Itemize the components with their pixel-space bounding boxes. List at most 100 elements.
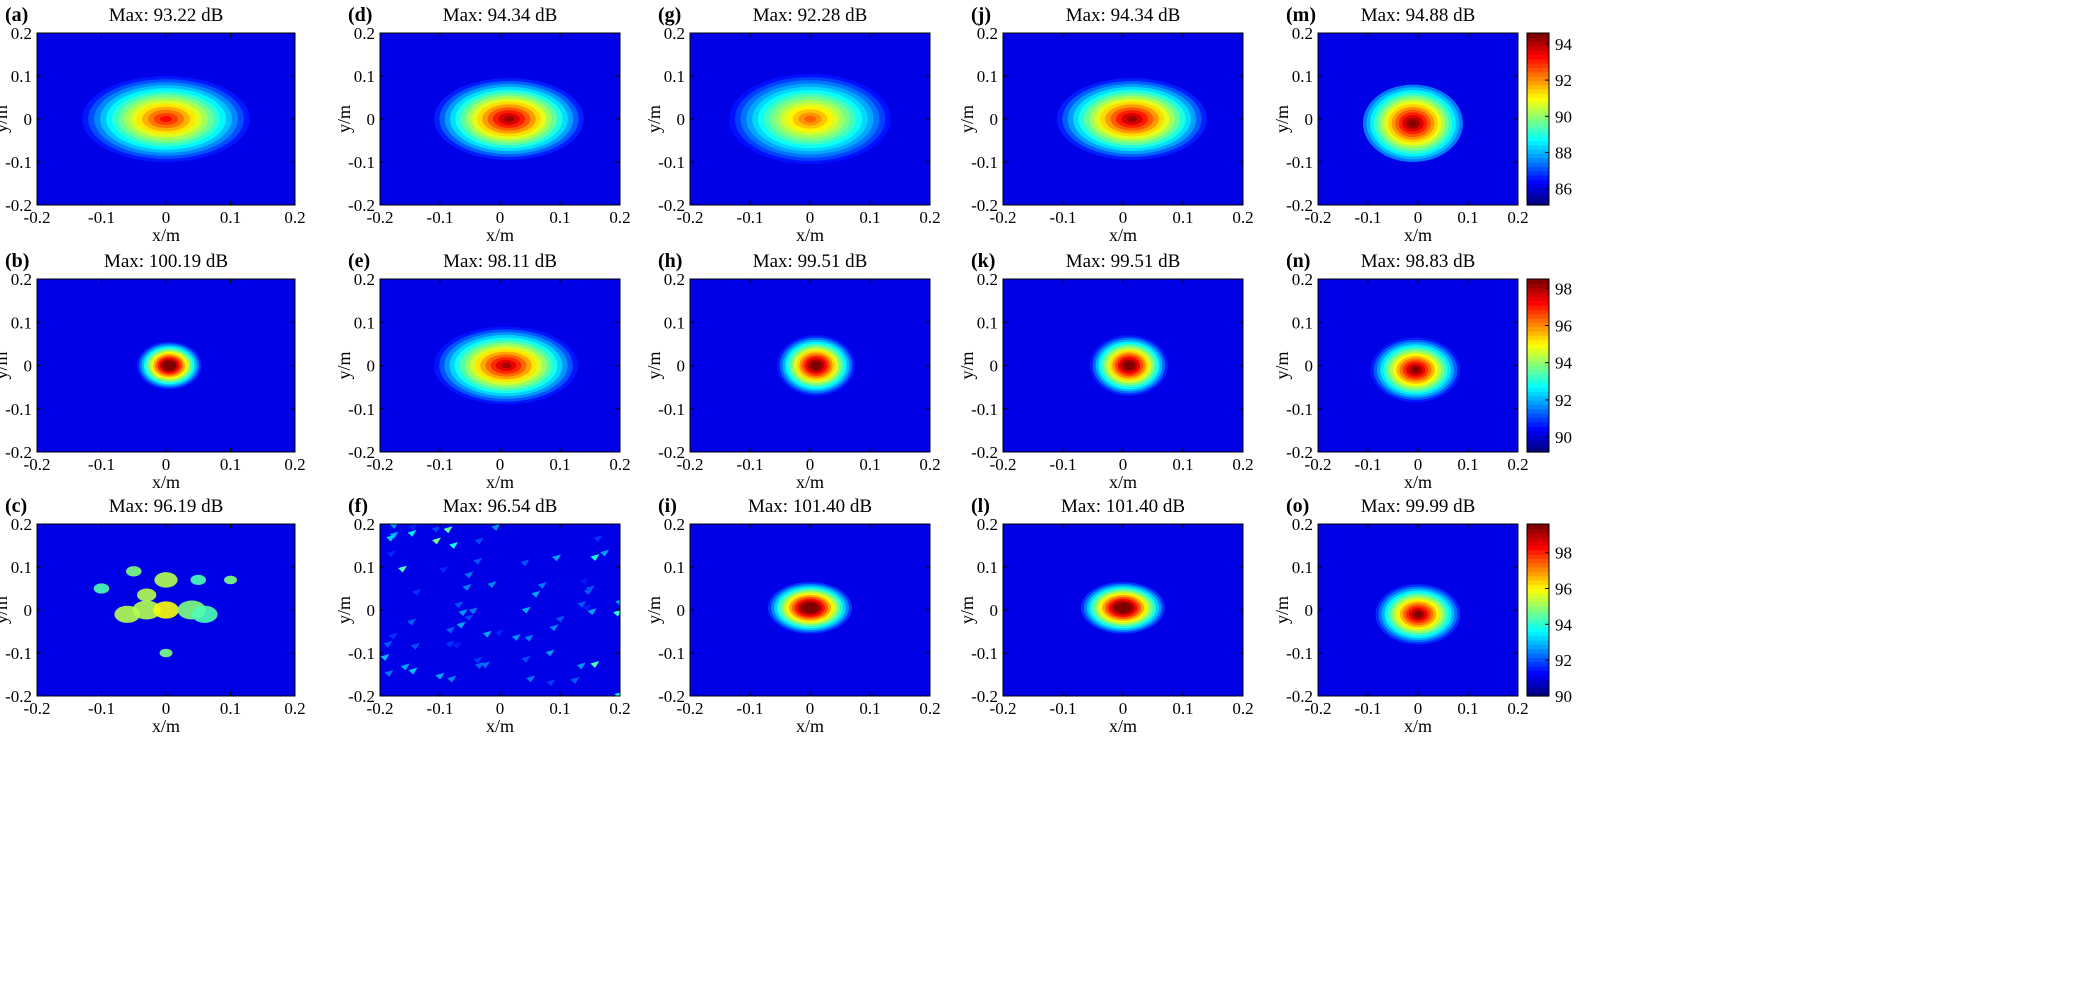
colorbar-segment: [1527, 54, 1549, 60]
colorbar-segment: [1527, 300, 1549, 306]
scatter-spot: [537, 582, 547, 589]
colorbar-segment: [1527, 157, 1549, 163]
panel-d: -0.2 -0.1 0 0.1 0.2 -0.2 -0.1 0 0.1 0.2 x/m y/m Max:…: [334, 4, 631, 245]
x-axis-label: x/m: [1404, 225, 1432, 245]
contour-level: [804, 115, 816, 123]
panel-letter: (b): [5, 250, 29, 272]
colorbar-segment: [1527, 84, 1549, 90]
scatter-spot: [520, 559, 530, 567]
scatter-spot: [480, 661, 490, 669]
x-tick-label: -0.1: [88, 455, 115, 474]
colorbar-segment: [1527, 80, 1549, 86]
colorbar-segment: [1527, 330, 1549, 336]
y-tick-label: -0.1: [1286, 153, 1313, 172]
y-tick-label: 0.2: [11, 515, 32, 534]
y-tick-label: 0.2: [1292, 515, 1313, 534]
x-tick-label: 0.2: [609, 455, 630, 474]
colorbar-segment: [1527, 352, 1549, 358]
y-axis-label: y/m: [334, 596, 354, 624]
y-axis-label: y/m: [644, 105, 664, 133]
x-tick-label: 0: [1119, 699, 1128, 718]
scatter-spot: [526, 675, 536, 683]
colorbar-frame: [1526, 278, 1550, 453]
x-tick-label: -0.2: [24, 699, 51, 718]
colorbar-segment: [1527, 592, 1549, 598]
scatter-spot: [464, 571, 474, 579]
x-tick-label: -0.1: [737, 699, 764, 718]
colorbar-segment: [1527, 691, 1549, 697]
colorbar-segment: [1527, 127, 1549, 133]
x-axis-label: x/m: [152, 472, 180, 492]
contour-level: [1126, 116, 1138, 122]
y-tick-label: 0.2: [664, 270, 685, 289]
scatter-spot: [494, 629, 504, 637]
contour-level: [1120, 606, 1126, 610]
scatter-spot: [454, 601, 464, 609]
colorbar-segment: [1527, 439, 1549, 444]
x-tick-label: -0.2: [24, 208, 51, 227]
speckle-spot: [153, 601, 179, 619]
panel-letter: (g): [658, 4, 681, 26]
x-tick-label: 0.1: [859, 208, 880, 227]
colorbar-tick-label: 92: [1555, 71, 1572, 90]
colorbar-segment: [1527, 106, 1549, 111]
x-tick-label: 0: [1414, 455, 1423, 474]
x-axis-label: x/m: [1109, 716, 1137, 736]
x-tick-label: -0.1: [1355, 699, 1382, 718]
scatter-spot: [398, 565, 408, 573]
x-tick-label: 0: [806, 699, 815, 718]
colorbar-segment: [1527, 339, 1549, 345]
colorbar-tick-label: 86: [1555, 180, 1572, 199]
colorbar-segment: [1527, 382, 1549, 388]
y-tick-label: 0.2: [11, 24, 32, 43]
x-tick-label: 0: [162, 455, 171, 474]
colorbar-segment: [1527, 343, 1549, 349]
x-tick-label: -0.2: [990, 455, 1017, 474]
colorbar-segment: [1527, 335, 1549, 341]
panel-letter: (k): [971, 250, 995, 272]
colorbar-segment: [1527, 661, 1549, 667]
panel-k: -0.2 -0.1 0 0.1 0.2 -0.2 -0.1 0 0.1 0.2 x/m y/m Max:…: [957, 250, 1254, 492]
colorbar-tick-label: 90: [1555, 687, 1572, 706]
x-tick-label: 0.1: [1172, 455, 1193, 474]
x-tick-label: 0.2: [919, 699, 940, 718]
colorbar-segment: [1527, 187, 1549, 193]
heatmap-field: [1003, 33, 1243, 205]
colorbar-segment: [1527, 404, 1549, 410]
y-tick-label: 0.2: [1292, 270, 1313, 289]
heatmap-field: [1003, 279, 1243, 452]
colorbar-segment: [1527, 635, 1549, 641]
colorbar-segment: [1527, 421, 1549, 427]
colorbar-segment: [1527, 614, 1549, 620]
x-tick-label: -0.1: [1050, 699, 1077, 718]
scatter-spot: [555, 615, 565, 623]
colorbar-segment: [1527, 678, 1549, 684]
scatter-spot: [445, 640, 455, 648]
panel-letter: (m): [1286, 4, 1316, 26]
scatter-spot: [464, 614, 474, 622]
x-tick-label: 0.2: [284, 208, 305, 227]
y-tick-label: -0.2: [658, 443, 685, 462]
x-tick-label: 0: [806, 208, 815, 227]
panel-title: Max: 96.54 dB: [443, 496, 558, 517]
colorbar-segment: [1527, 562, 1549, 568]
x-tick-label: 0: [496, 699, 505, 718]
panel-letter: (l): [971, 495, 990, 517]
panel-c: -0.2 -0.1 0 0.1 0.2 -0.2 -0.1 0 0.1 0.2 x/m y/m Max:…: [0, 495, 306, 736]
colorbar-segment: [1527, 605, 1549, 611]
speckle-spot: [126, 566, 142, 577]
colorbar-segment: [1527, 140, 1549, 146]
heatmap-field: [690, 524, 930, 696]
y-axis-label: y/m: [0, 351, 11, 379]
speckle-spot: [190, 574, 206, 586]
colorbar-segment: [1527, 670, 1549, 676]
scatter-spot: [577, 600, 587, 608]
x-tick-label: -0.2: [677, 208, 704, 227]
contour-level: [1414, 612, 1422, 617]
panel-letter: (n): [1286, 250, 1310, 272]
heatmap-field: [1318, 524, 1518, 696]
y-tick-label: -0.2: [1286, 687, 1313, 706]
y-tick-label: 0.2: [354, 24, 375, 43]
scatter-spot: [585, 585, 595, 593]
y-tick-label: -0.1: [658, 400, 685, 419]
